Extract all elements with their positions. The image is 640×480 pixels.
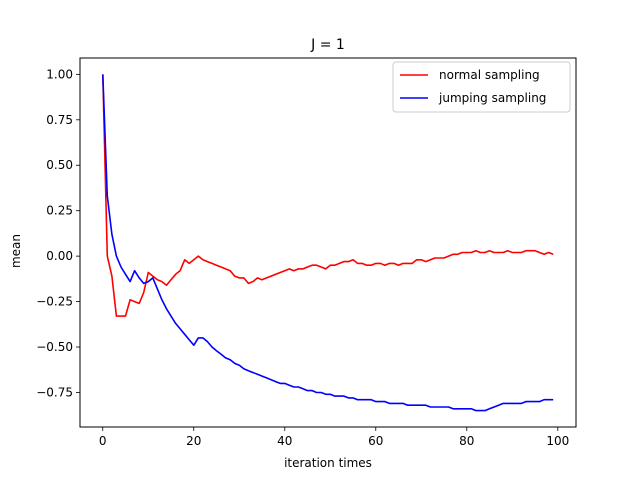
x-tick-label: 0 [99,434,107,448]
y-tick-label: 0.25 [46,204,73,218]
y-tick-label: 0.75 [46,113,73,127]
series-line-normal-sampling [102,74,554,317]
series-layer [102,74,554,412]
y-tick-label: 0.50 [46,158,73,172]
series-line-jumping-sampling [102,74,554,412]
plot-area [79,57,577,428]
y-tick-label: −0.50 [36,340,73,354]
x-axis-ticks: 0 20 40 60 80 100 [99,427,569,448]
x-tick-label: 80 [459,434,474,448]
legend-label-jumping-sampling: jumping sampling [438,91,546,105]
legend: normal sampling jumping sampling [392,61,571,113]
y-axis-label: mean [9,234,23,268]
y-axis-ticks: −0.75 −0.50 −0.25 0.00 0.25 0.50 0.75 1.00 [36,67,80,399]
x-tick-label: 40 [277,434,292,448]
x-tick-label: 60 [368,434,383,448]
y-tick-label: 1.00 [46,67,73,81]
x-axis-label: iteration times [284,456,372,470]
legend-label-normal-sampling: normal sampling [439,68,540,82]
y-tick-label: −0.75 [36,385,73,399]
chart-title: J = 1 [310,37,345,53]
y-tick-label: 0.00 [46,249,73,263]
axes-frame [79,57,577,428]
y-tick-label: −0.25 [36,295,73,309]
x-tick-label: 100 [546,434,569,448]
x-tick-label: 20 [186,434,201,448]
legend-box [392,61,571,113]
